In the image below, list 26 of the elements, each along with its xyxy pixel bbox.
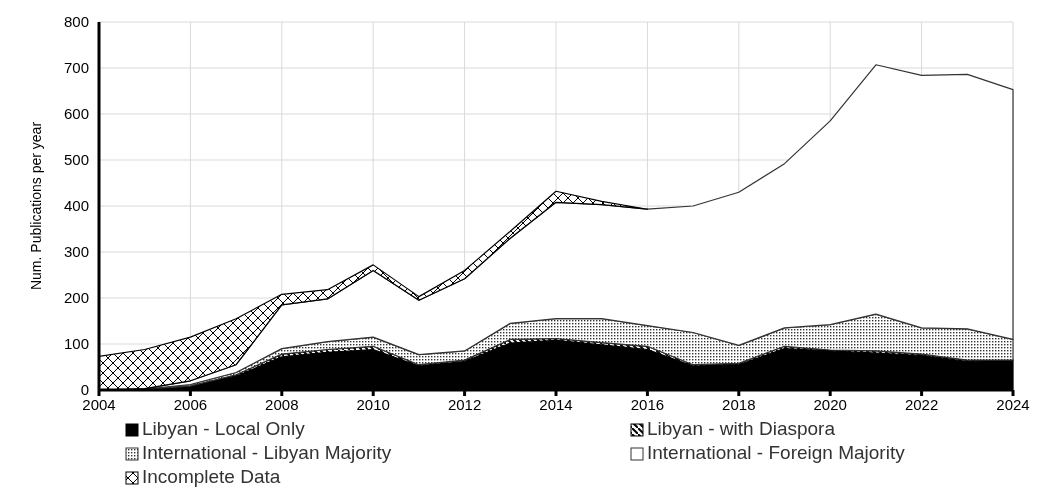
y-tick-label: 700 <box>63 59 89 76</box>
x-tick-label: 2014 <box>539 396 573 413</box>
y-tick-label: 0 <box>80 381 89 398</box>
x-tick-label: 2006 <box>173 396 208 413</box>
legend-label: Libyan - Local Only <box>142 418 306 439</box>
y-axis-title: Num. Publications per year <box>28 121 44 291</box>
legend-label: Incomplete Data <box>142 466 281 487</box>
x-tick-label: 2012 <box>447 396 482 413</box>
y-tick-label: 800 <box>63 13 89 30</box>
y-tick-label: 200 <box>63 289 89 306</box>
y-tick-label: 400 <box>63 197 89 214</box>
legend-label: International - Foreign Majority <box>647 442 906 463</box>
x-tick-label: 2008 <box>265 396 299 413</box>
y-tick-label: 600 <box>63 105 89 122</box>
y-tick-label: 300 <box>63 243 89 260</box>
x-tick-label: 2018 <box>722 396 756 413</box>
y-tick-label: 100 <box>63 335 89 352</box>
x-tick-label: 2024 <box>996 396 1030 413</box>
x-tick-label: 2010 <box>356 396 390 413</box>
legend-label: Libyan - with Diaspora <box>647 418 836 439</box>
legend-label: International - Libyan Majority <box>142 442 392 463</box>
x-tick-label: 2020 <box>813 396 847 413</box>
x-tick-label: 2004 <box>82 396 116 413</box>
y-tick-label: 500 <box>63 151 89 168</box>
x-tick-label: 2022 <box>904 396 939 413</box>
x-tick-label: 2016 <box>630 396 665 413</box>
